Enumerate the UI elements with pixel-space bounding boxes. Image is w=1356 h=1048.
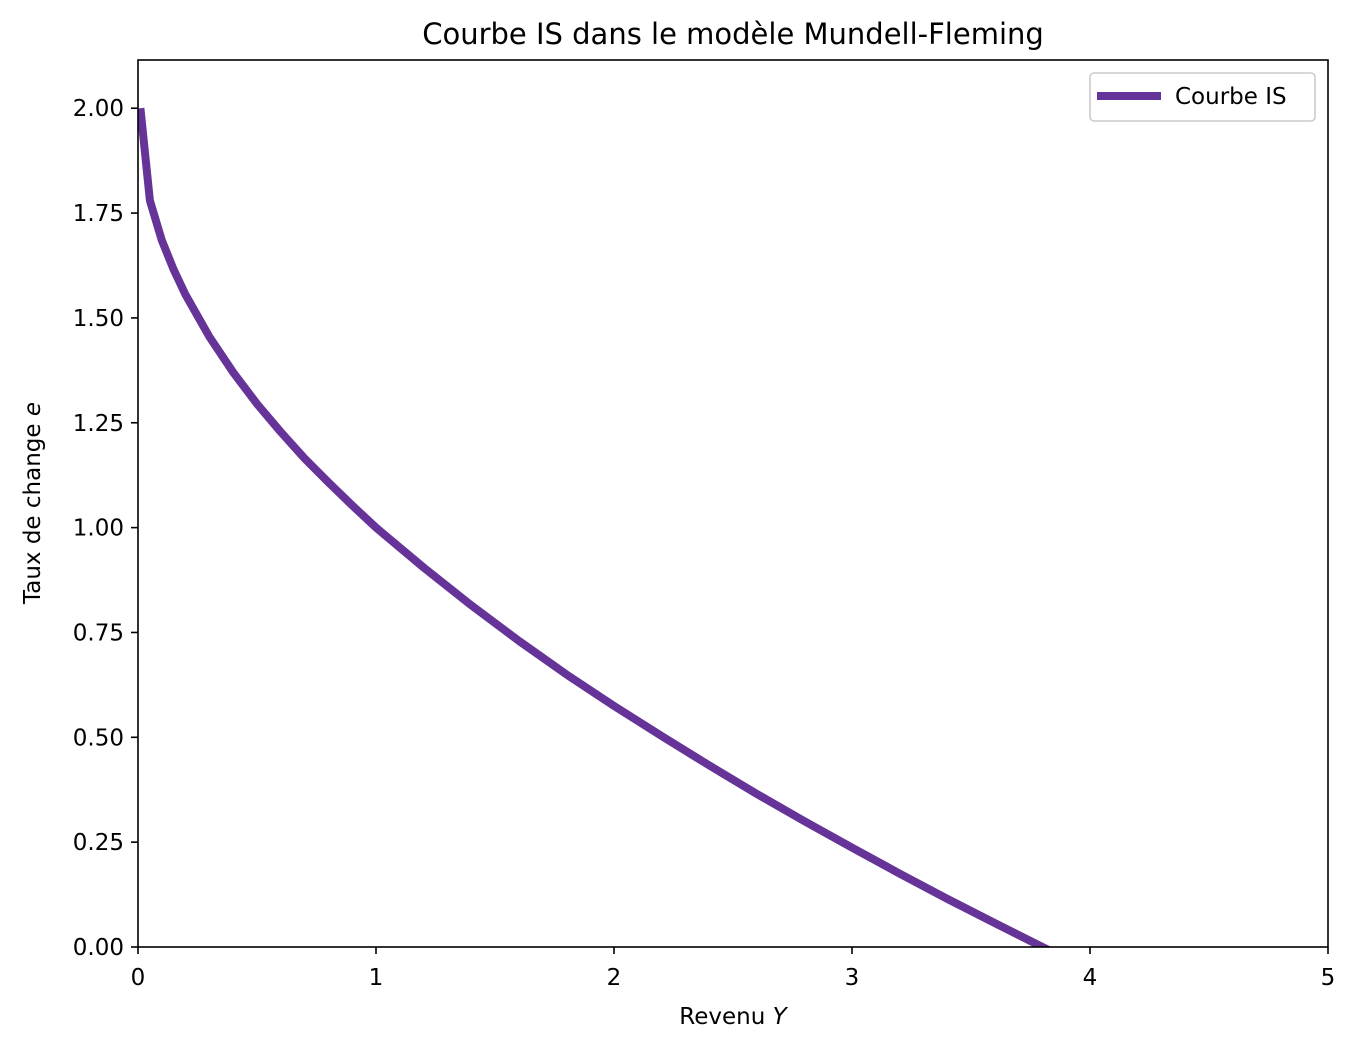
- x-axis-label-variable: Y: [773, 1004, 789, 1030]
- series-line-is-curve: [138, 107, 1052, 947]
- x-tick-label: 1: [369, 965, 384, 991]
- x-tick-label: 3: [845, 965, 860, 991]
- x-tick-label: 0: [131, 965, 146, 991]
- chart-title: Courbe IS dans le modèle Mundell-Fleming: [422, 17, 1044, 51]
- y-axis-label: Taux de change e: [20, 402, 46, 605]
- y-tick-label: 0.50: [73, 725, 124, 751]
- legend-box: [1089, 72, 1316, 122]
- y-tick-label: 2.00: [73, 96, 124, 122]
- x-tick-label: 5: [1321, 965, 1336, 991]
- y-tick-label: 1.50: [73, 306, 124, 332]
- x-axis-ticks: 0 1 2 3 4 5: [131, 947, 1336, 991]
- y-axis-label-text: Taux de change: [20, 416, 46, 605]
- series-layer: [138, 107, 1052, 947]
- x-axis-label: Revenu Y: [679, 1004, 788, 1030]
- y-tick-label: 1.75: [73, 201, 124, 227]
- y-tick-label: 1.00: [73, 516, 124, 542]
- y-tick-label: 1.25: [73, 411, 124, 437]
- x-tick-label: 4: [1083, 965, 1098, 991]
- x-axis-label-text: Revenu: [679, 1004, 772, 1030]
- plot-frame: [137, 59, 1329, 948]
- y-axis-label-variable: e: [20, 402, 46, 416]
- legend-label: Courbe IS: [1175, 84, 1287, 110]
- legend: Courbe IS: [1089, 72, 1316, 122]
- y-tick-label: 0.75: [73, 620, 124, 646]
- y-tick-label: 0.25: [73, 830, 124, 856]
- x-tick-label: 2: [607, 965, 622, 991]
- y-tick-label: 0.00: [73, 935, 124, 961]
- y-axis-ticks: 0.00 0.25 0.50 0.75 1.00 1.25 1.50 1.75 2.00: [73, 96, 138, 961]
